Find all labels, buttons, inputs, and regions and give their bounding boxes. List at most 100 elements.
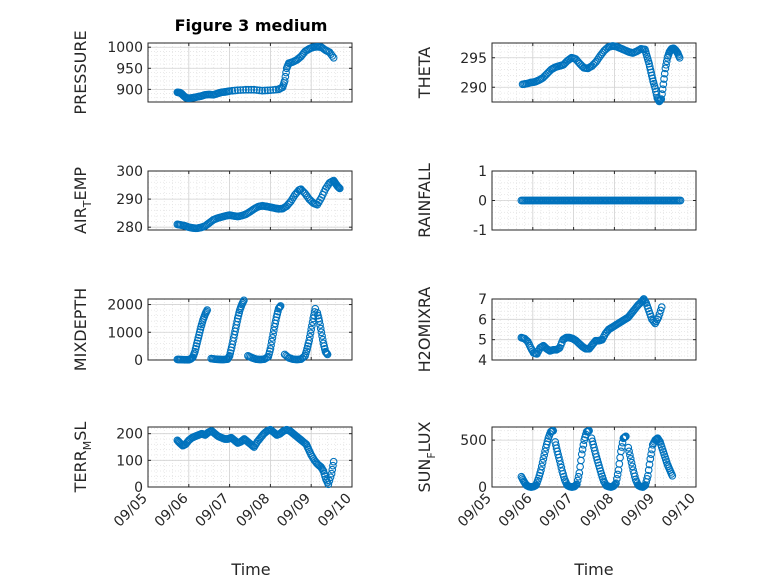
- data-point: [657, 95, 666, 103]
- y-tick-label: 1000: [107, 40, 143, 56]
- axes-box: [147, 42, 353, 103]
- data-point: [572, 481, 580, 489]
- data-point: [269, 326, 278, 335]
- data-point: [573, 476, 582, 485]
- data-point: [326, 473, 335, 482]
- data-point: [676, 196, 685, 205]
- y-axis-label-text: TERR: [71, 450, 90, 493]
- data-point: [271, 85, 280, 94]
- data-point: [620, 433, 629, 442]
- y-tick-label: -1: [473, 223, 487, 239]
- data-point: [539, 455, 548, 463]
- data-series: [173, 42, 338, 103]
- data-point: [266, 86, 275, 95]
- plot-area: [148, 427, 352, 487]
- data-point: [333, 182, 342, 191]
- data-point: [617, 447, 625, 456]
- data-point: [626, 455, 635, 463]
- data-series: [173, 425, 338, 489]
- data-point: [329, 461, 337, 470]
- y-axis-label-text: RAINFALL: [415, 163, 434, 238]
- data-point: [555, 456, 564, 465]
- panel-h2omixra: 4 5 6 7 H2OMIXRA: [415, 287, 697, 373]
- y-tick-label: 290: [460, 80, 487, 96]
- data-point: [654, 313, 663, 322]
- data-point: [280, 77, 289, 85]
- data-point: [305, 336, 314, 345]
- panel-rainfall: -1 0 1 RAINFALL: [415, 163, 697, 239]
- data-point: [335, 184, 344, 193]
- axes-box: [491, 426, 697, 488]
- data-point: [258, 86, 267, 95]
- data-point: [655, 310, 664, 318]
- y-axis-label-text: LUX: [415, 421, 434, 452]
- x-tick-label: 09/08: [577, 491, 617, 531]
- data-point: [311, 304, 320, 313]
- data-point: [646, 455, 655, 463]
- data-point: [662, 57, 671, 66]
- y-axis-label-text: EMP: [71, 167, 90, 201]
- data-point: [307, 325, 316, 334]
- data-point: [322, 348, 331, 357]
- data-point: [556, 460, 565, 469]
- data-point: [619, 434, 628, 443]
- x-tick-label: 09/06: [496, 490, 536, 530]
- data-point: [577, 450, 586, 459]
- data-point: [661, 64, 670, 73]
- data-point: [239, 86, 248, 94]
- y-axis-label-text: H2OMIXRA: [415, 287, 434, 373]
- data-point: [579, 440, 588, 449]
- y-tick-label: 900: [116, 82, 143, 98]
- panel-mixdepth: 0 1000 2000 MIXDEPTH: [71, 288, 353, 371]
- data-point: [316, 321, 324, 329]
- y-axis-label-text: SL: [71, 422, 90, 441]
- data-point: [659, 80, 668, 89]
- y-axis-label-text: THETA: [415, 47, 434, 99]
- x-tick-label: 09/10: [315, 491, 355, 531]
- x-tick-label: 09/08: [233, 491, 273, 531]
- y-tick-label: 290: [116, 192, 143, 208]
- data-point: [328, 52, 337, 60]
- data-series: [173, 176, 344, 233]
- x-axis-label-left: Time: [230, 560, 270, 579]
- data-point: [630, 472, 639, 481]
- axes-box: [147, 426, 353, 488]
- x-tick-label: 09/09: [618, 491, 658, 531]
- data-point: [540, 451, 549, 459]
- data-point: [266, 345, 275, 353]
- data-point: [645, 460, 654, 469]
- panel-air_temp: 280 290 300 AIRTEMP: [71, 164, 353, 236]
- data-point: [612, 479, 620, 488]
- data-point: [334, 183, 343, 191]
- data-point: [306, 329, 315, 338]
- data-point: [269, 330, 277, 338]
- data-point: [656, 306, 665, 315]
- y-tick-label: 500: [460, 433, 487, 449]
- data-point: [276, 303, 284, 311]
- data-point: [660, 75, 668, 83]
- data-series: [173, 296, 332, 364]
- y-axis-label: PRESSURE: [71, 30, 90, 114]
- y-tick-label: 300: [116, 164, 143, 180]
- data-point: [675, 53, 684, 62]
- data-point: [240, 296, 248, 305]
- data-point: [651, 436, 660, 444]
- y-tick-label: 6: [478, 312, 487, 328]
- y-tick-label: 950: [116, 61, 143, 77]
- data-point: [318, 332, 326, 340]
- y-axis-label-subscript: M: [81, 441, 94, 451]
- y-axis-label: TERRMSL: [71, 422, 94, 494]
- data-point: [574, 472, 583, 481]
- data-point: [242, 85, 250, 94]
- data-point: [585, 426, 593, 435]
- data-point: [261, 86, 269, 95]
- data-point: [225, 87, 234, 95]
- data-point: [549, 426, 558, 435]
- x-tick-label: 09/07: [193, 491, 233, 531]
- data-series: [518, 42, 684, 106]
- data-point: [628, 462, 637, 471]
- y-tick-label: 0: [478, 194, 487, 210]
- data-point: [621, 432, 630, 441]
- data-point: [570, 482, 579, 491]
